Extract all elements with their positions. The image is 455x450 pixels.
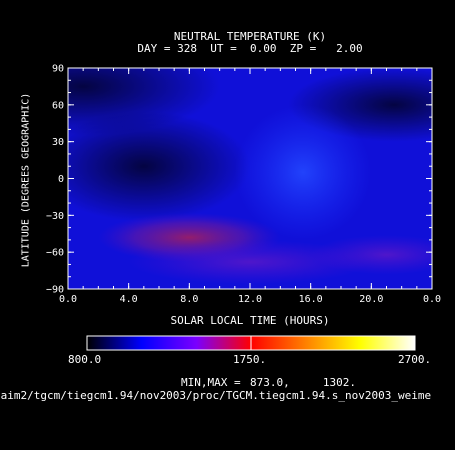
file-path: /aim2/tgcm/tiegcm1.94/nov2003/proc/TGCM.… — [0, 389, 432, 402]
colorbar-max-label: 2700. — [398, 353, 432, 366]
chart-subtitle: DAY = 328 UT = 0.00 ZP = 2.00 — [137, 42, 363, 55]
warm-band-south-evening — [310, 234, 432, 275]
warm-band-south — [128, 239, 372, 285]
x-tick-label: 20.0 — [359, 294, 383, 305]
x-tick-label: 0.0 — [59, 294, 77, 305]
x-axis-label: SOLAR LOCAL TIME (HOURS) — [170, 314, 330, 327]
y-tick-label: −90 — [46, 285, 64, 296]
colorbar-mid-label: 1750. — [233, 353, 267, 366]
x-tick-label: 8.0 — [180, 294, 198, 305]
y-tick-label: 0 — [58, 174, 64, 185]
x-tick-label: 16.0 — [299, 294, 323, 305]
y-tick-label: 60 — [52, 100, 64, 111]
y-tick-label: 30 — [52, 137, 64, 148]
minmax-values: 873.0, 1302. — [250, 376, 356, 389]
colorbar — [86, 335, 416, 351]
chart-title: NEUTRAL TEMPERATURE (K) — [173, 30, 327, 43]
minmax-label: MIN,MAX = — [181, 376, 241, 389]
y-tick-label: 90 — [52, 64, 64, 75]
axis-ticks: 0.0 4.0 8.0 12.0 16.0 20.0 0.0 90 60 30 0 −30 −60 −90 — [46, 64, 441, 306]
x-tick-label: 12.0 — [238, 294, 262, 305]
warm-region-afternoon — [234, 104, 372, 240]
x-tick-label: 4.0 — [120, 294, 138, 305]
x-tick-label: 0.0 — [423, 294, 441, 305]
y-tick-label: −30 — [46, 211, 64, 222]
colorbar-min-label: 800.0 — [68, 353, 102, 366]
y-tick-label: −60 — [46, 248, 64, 259]
heatmap-field — [68, 68, 432, 289]
cold-region-night — [68, 110, 250, 222]
